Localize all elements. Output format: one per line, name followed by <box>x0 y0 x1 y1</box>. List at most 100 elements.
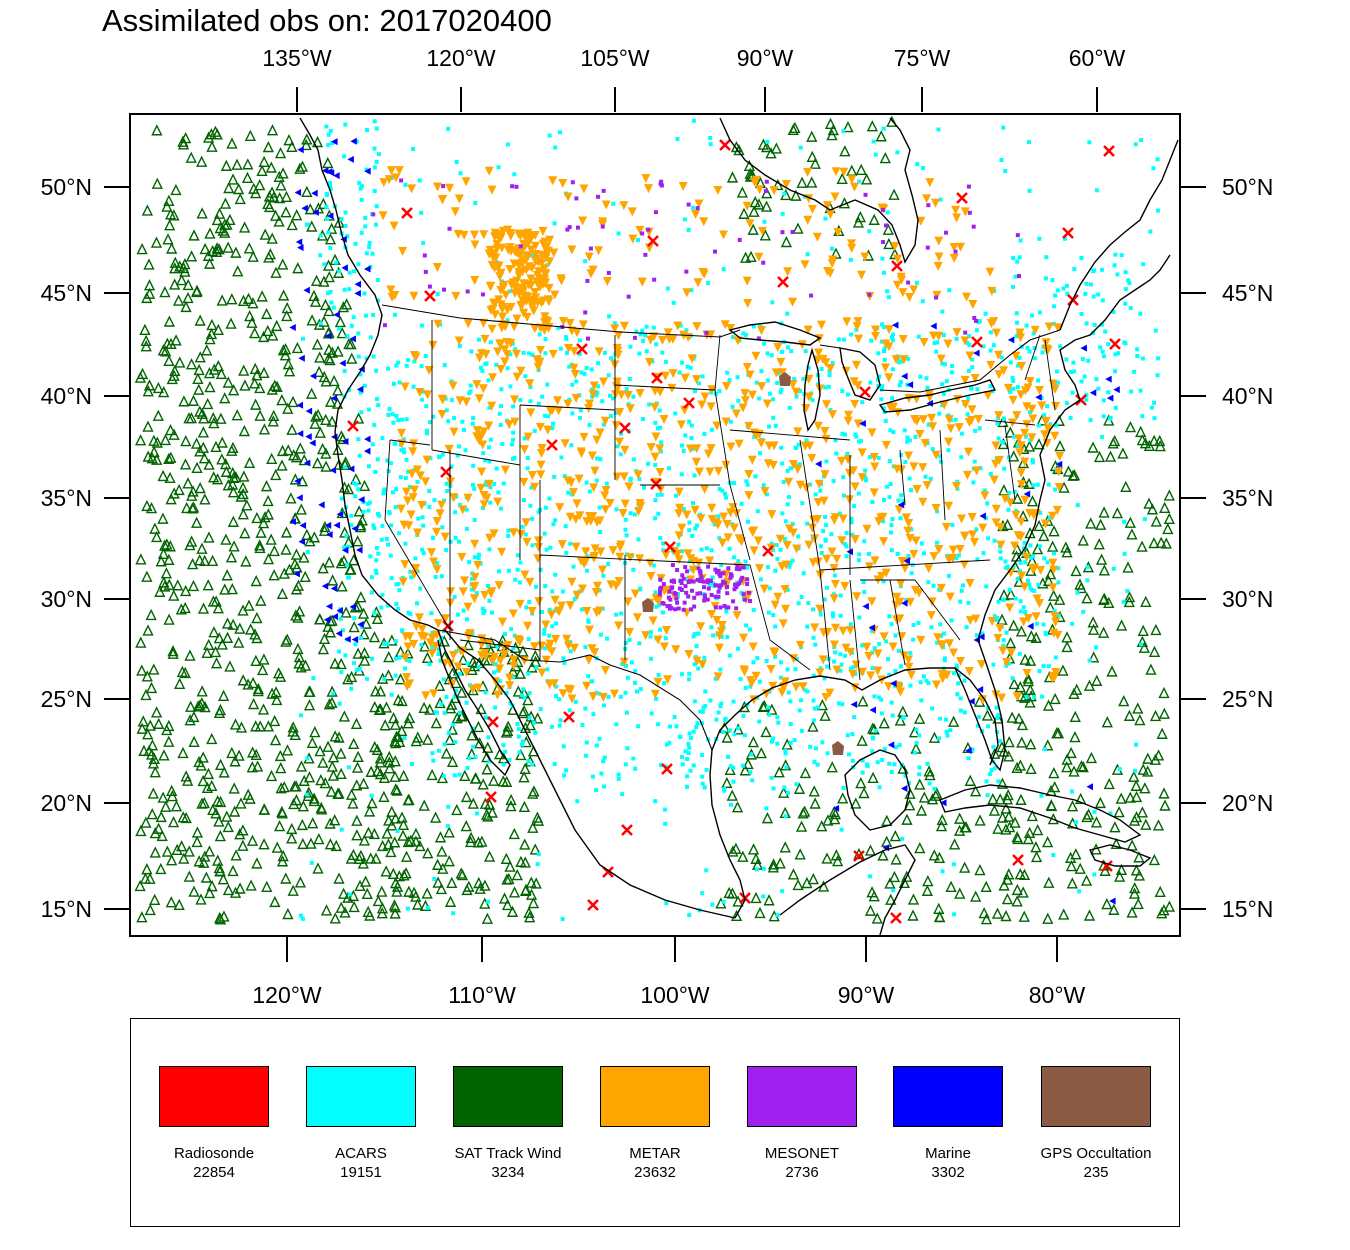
obs-marker <box>1073 820 1078 825</box>
obs-marker <box>464 526 469 531</box>
obs-marker <box>696 622 706 632</box>
obs-marker <box>337 326 342 331</box>
obs-marker <box>627 637 632 642</box>
obs-marker <box>457 539 462 544</box>
obs-marker <box>1129 881 1141 894</box>
obs-marker <box>367 244 372 249</box>
obs-marker <box>548 545 553 550</box>
obs-marker <box>765 492 770 497</box>
obs-marker <box>636 238 641 243</box>
obs-marker <box>704 546 709 551</box>
obs-marker <box>382 323 387 328</box>
obs-marker <box>365 676 370 681</box>
obs-marker <box>611 396 616 401</box>
obs-marker <box>515 748 527 761</box>
obs-marker <box>356 514 368 526</box>
obs-marker <box>863 468 868 473</box>
obs-marker <box>1024 434 1029 439</box>
obs-marker <box>410 146 415 151</box>
obs-marker <box>600 505 610 515</box>
obs-marker <box>427 284 432 289</box>
obs-marker <box>211 128 223 140</box>
obs-marker <box>1045 799 1058 812</box>
obs-marker <box>615 407 625 417</box>
obs-marker <box>806 150 818 163</box>
obs-marker <box>252 682 265 695</box>
obs-marker <box>293 657 305 669</box>
obs-marker <box>525 577 535 587</box>
obs-marker <box>822 201 832 211</box>
obs-marker <box>288 797 300 810</box>
obs-marker <box>590 544 600 554</box>
obs-marker <box>1155 157 1160 162</box>
obs-marker <box>749 526 759 536</box>
obs-marker <box>870 325 880 335</box>
obs-marker <box>1139 782 1151 794</box>
obs-marker <box>687 745 692 750</box>
obs-marker <box>216 294 228 306</box>
obs-marker <box>489 529 499 539</box>
marine-marker <box>330 585 338 593</box>
obs-marker <box>602 350 607 355</box>
radiosonde-marker <box>1075 394 1087 406</box>
obs-marker <box>736 646 741 651</box>
obs-marker <box>723 533 733 543</box>
obs-marker <box>318 524 331 536</box>
obs-marker <box>742 276 752 286</box>
obs-marker <box>769 353 774 358</box>
obs-marker <box>598 692 608 702</box>
marine-marker <box>339 359 346 367</box>
obs-marker <box>525 379 535 389</box>
obs-marker <box>877 641 882 646</box>
obs-marker <box>803 688 808 693</box>
obs-marker <box>577 351 582 356</box>
obs-marker <box>478 384 488 394</box>
obs-marker <box>945 880 957 892</box>
obs-marker <box>347 388 352 393</box>
obs-marker <box>686 594 691 599</box>
obs-marker <box>658 592 663 597</box>
obs-marker <box>896 579 906 589</box>
obs-marker <box>432 565 442 575</box>
obs-marker <box>948 648 958 658</box>
obs-marker <box>731 599 736 604</box>
obs-marker <box>657 335 667 345</box>
obs-marker <box>314 744 326 757</box>
obs-marker <box>446 419 451 424</box>
obs-marker <box>853 432 858 437</box>
marine-marker <box>351 525 358 533</box>
obs-marker <box>641 174 651 184</box>
obs-marker <box>563 524 568 529</box>
obs-marker <box>323 271 335 283</box>
obs-marker <box>512 172 517 177</box>
obs-marker <box>551 522 556 527</box>
obs-marker <box>641 485 646 490</box>
obs-marker <box>1150 515 1162 527</box>
obs-marker <box>406 358 411 363</box>
obs-marker <box>845 626 855 636</box>
obs-marker <box>675 137 680 142</box>
obs-marker <box>1044 567 1057 580</box>
obs-marker <box>1002 657 1012 667</box>
obs-marker <box>970 890 982 902</box>
obs-marker <box>1030 457 1035 462</box>
obs-marker <box>357 777 370 789</box>
obs-marker <box>1042 699 1055 711</box>
obs-marker <box>1015 363 1020 368</box>
obs-marker <box>497 312 507 322</box>
obs-marker <box>663 821 668 826</box>
obs-marker <box>739 501 744 506</box>
obs-marker <box>871 912 883 924</box>
marine-marker <box>303 459 311 467</box>
obs-marker <box>827 547 837 557</box>
obs-marker <box>1056 566 1061 571</box>
obs-marker <box>202 131 215 143</box>
obs-marker <box>1087 616 1099 628</box>
obs-marker <box>852 715 857 720</box>
obs-marker <box>691 118 696 123</box>
obs-marker <box>928 422 938 432</box>
obs-marker <box>988 804 1001 816</box>
obs-marker <box>472 555 477 560</box>
obs-marker <box>269 734 282 746</box>
obs-marker <box>1088 651 1100 663</box>
